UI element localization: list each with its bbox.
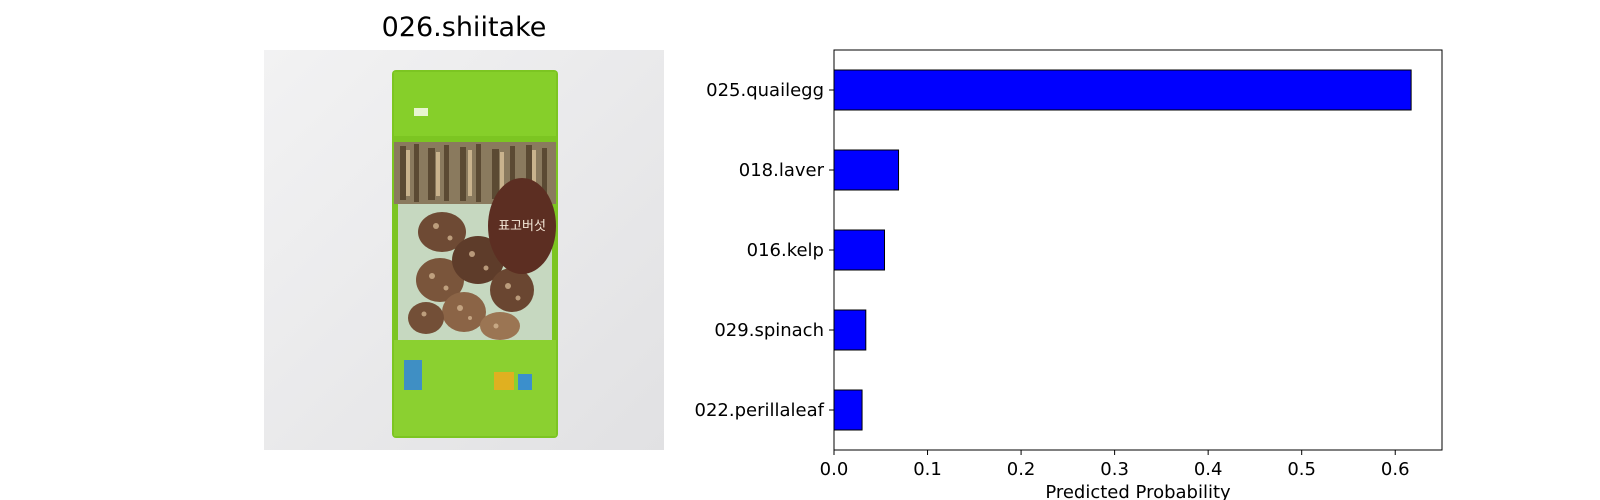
bar-029.spinach	[833, 309, 867, 351]
y-tick-label: 022.perillaleaf	[695, 400, 825, 421]
x-tick-label: 0.6	[1381, 459, 1410, 480]
y-tick-label: 029.spinach	[714, 320, 824, 341]
y-tick-label: 016.kelp	[747, 240, 824, 261]
y-tick-label: 025.quailegg	[706, 80, 824, 101]
y-tick-label: 018.laver	[739, 160, 825, 181]
x-tick-label: 0.5	[1287, 459, 1316, 480]
x-tick-label: 0.2	[1007, 459, 1036, 480]
product-photo: 표고버섯	[264, 50, 664, 450]
x-tick-label: 0.0	[820, 459, 849, 480]
image-title: 026.shiitake	[381, 12, 547, 43]
bar-018.laver	[833, 149, 900, 191]
x-tick-label: 0.4	[1194, 459, 1223, 480]
bar-016.kelp	[833, 229, 886, 271]
bar-022.perillaleaf	[833, 389, 863, 431]
x-tick-label: 0.1	[913, 459, 942, 480]
x-axis-label: Predicted Probability	[1045, 482, 1231, 500]
package-label-text: 표고버섯	[498, 219, 546, 234]
bar-025.quailegg	[833, 69, 1412, 111]
x-tick-label: 0.3	[1100, 459, 1129, 480]
